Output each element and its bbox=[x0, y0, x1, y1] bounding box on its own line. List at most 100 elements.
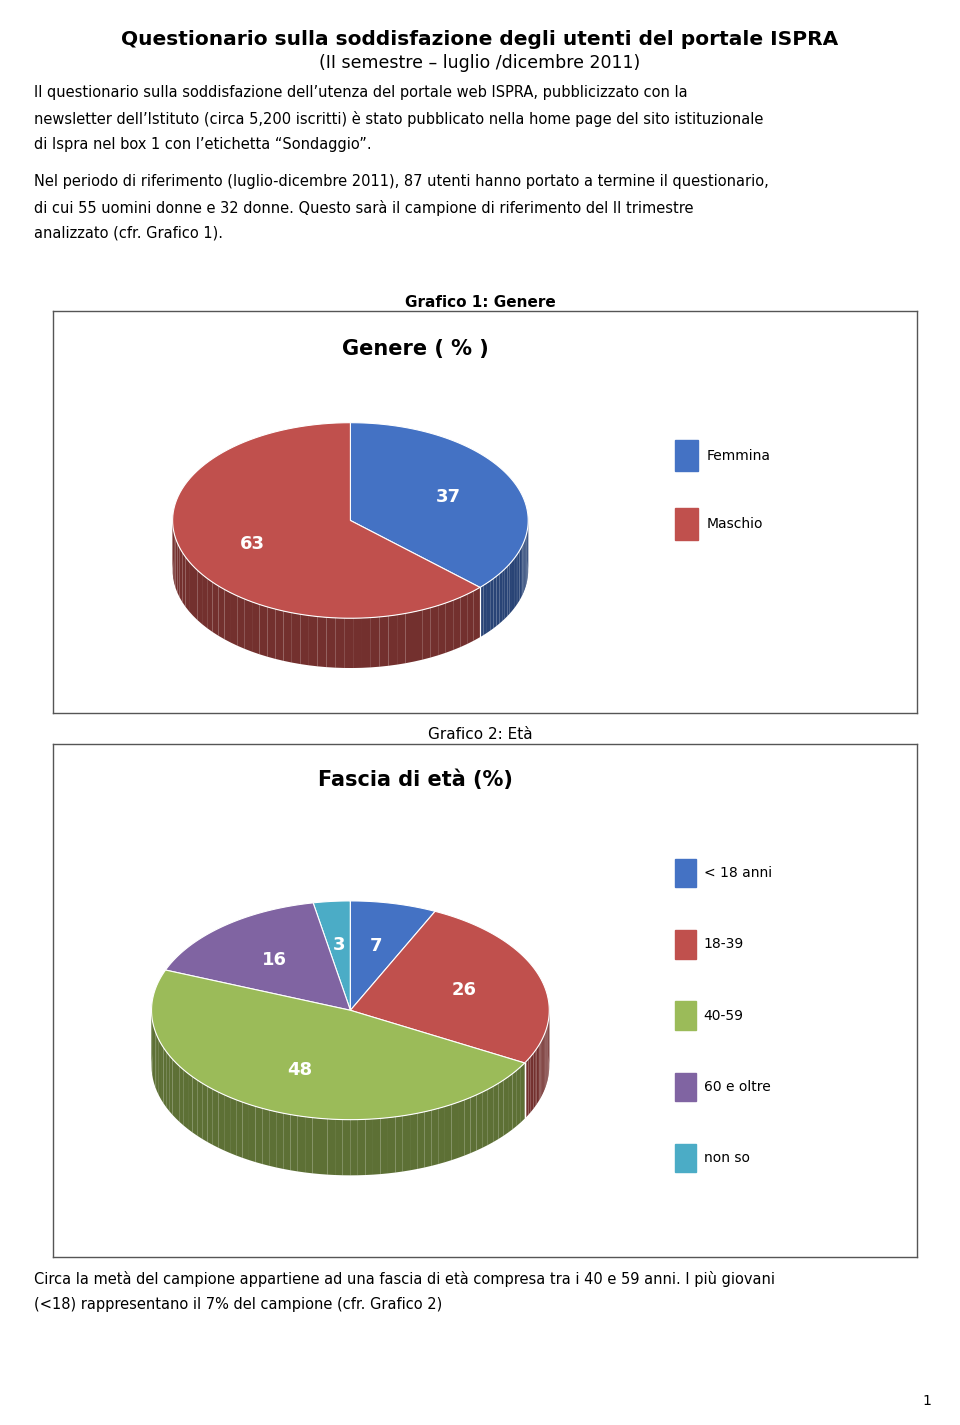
Polygon shape bbox=[189, 561, 193, 616]
Polygon shape bbox=[422, 608, 430, 660]
Polygon shape bbox=[350, 901, 435, 1010]
Polygon shape bbox=[203, 1083, 207, 1141]
Polygon shape bbox=[458, 1100, 465, 1159]
Polygon shape bbox=[245, 598, 252, 651]
Polygon shape bbox=[488, 1086, 493, 1146]
Polygon shape bbox=[283, 611, 292, 663]
Polygon shape bbox=[268, 607, 276, 658]
Polygon shape bbox=[345, 618, 353, 668]
Polygon shape bbox=[207, 1086, 213, 1144]
Text: Nel periodo di riferimento (luglio-dicembre 2011), 87 utenti hanno portato a ter: Nel periodo di riferimento (luglio-dicem… bbox=[34, 174, 768, 190]
Polygon shape bbox=[538, 1045, 540, 1102]
Polygon shape bbox=[484, 583, 487, 636]
Polygon shape bbox=[152, 970, 525, 1120]
Polygon shape bbox=[154, 1027, 156, 1087]
Polygon shape bbox=[276, 1112, 283, 1168]
Text: 26: 26 bbox=[451, 980, 476, 999]
Polygon shape bbox=[389, 614, 397, 665]
Polygon shape bbox=[326, 617, 335, 668]
Polygon shape bbox=[166, 1052, 169, 1112]
Polygon shape bbox=[224, 1094, 230, 1153]
Polygon shape bbox=[535, 1049, 537, 1106]
Polygon shape bbox=[527, 1059, 528, 1117]
Polygon shape bbox=[343, 1120, 350, 1176]
Polygon shape bbox=[182, 553, 185, 607]
Polygon shape bbox=[309, 616, 318, 667]
Polygon shape bbox=[202, 574, 207, 628]
Polygon shape bbox=[178, 543, 180, 597]
Polygon shape bbox=[487, 581, 491, 633]
Polygon shape bbox=[431, 1109, 438, 1166]
Polygon shape bbox=[530, 1054, 532, 1113]
Polygon shape bbox=[283, 1113, 291, 1170]
Polygon shape bbox=[493, 1083, 498, 1141]
Polygon shape bbox=[505, 566, 507, 618]
Polygon shape bbox=[480, 586, 484, 637]
Polygon shape bbox=[444, 1104, 451, 1163]
Polygon shape bbox=[498, 1080, 503, 1139]
Text: Genere ( % ): Genere ( % ) bbox=[343, 339, 489, 359]
Polygon shape bbox=[453, 597, 460, 650]
Polygon shape bbox=[169, 1056, 173, 1114]
Polygon shape bbox=[522, 542, 524, 594]
Text: Circa la metà del campione appartiene ad una fascia di età compresa tra i 40 e 5: Circa la metà del campione appartiene ad… bbox=[34, 1271, 775, 1287]
Text: non so: non so bbox=[704, 1151, 750, 1166]
Polygon shape bbox=[183, 1070, 188, 1129]
Polygon shape bbox=[380, 1117, 388, 1174]
Polygon shape bbox=[521, 1063, 525, 1123]
Text: (II semestre – luglio /dicembre 2011): (II semestre – luglio /dicembre 2011) bbox=[320, 54, 640, 73]
Polygon shape bbox=[197, 1080, 203, 1139]
Polygon shape bbox=[358, 1120, 366, 1176]
Polygon shape bbox=[499, 571, 502, 624]
Polygon shape bbox=[243, 1102, 249, 1160]
Text: 3: 3 bbox=[333, 936, 346, 953]
Polygon shape bbox=[460, 594, 468, 647]
Polygon shape bbox=[517, 550, 519, 603]
Polygon shape bbox=[161, 1043, 163, 1103]
Polygon shape bbox=[482, 1089, 488, 1149]
Polygon shape bbox=[476, 1092, 482, 1150]
Polygon shape bbox=[503, 1077, 508, 1136]
Polygon shape bbox=[451, 1103, 458, 1160]
Polygon shape bbox=[163, 1047, 166, 1107]
Polygon shape bbox=[335, 618, 345, 668]
Polygon shape bbox=[350, 912, 549, 1063]
Text: 7: 7 bbox=[371, 938, 383, 955]
Polygon shape bbox=[327, 1119, 335, 1176]
Text: Grafico 2: Età: Grafico 2: Età bbox=[428, 727, 532, 742]
Polygon shape bbox=[473, 587, 480, 641]
Text: 1: 1 bbox=[923, 1394, 931, 1408]
Polygon shape bbox=[180, 547, 182, 603]
Polygon shape bbox=[493, 576, 496, 628]
Polygon shape bbox=[373, 1119, 380, 1174]
Text: di cui 55 uomini donne e 32 donne. Questo sarà il campione di riferimento del II: di cui 55 uomini donne e 32 donne. Quest… bbox=[34, 200, 693, 215]
Text: Questionario sulla soddisfazione degli utenti del portale ISPRA: Questionario sulla soddisfazione degli u… bbox=[121, 30, 839, 48]
Text: Il questionario sulla soddisfazione dell’utenza del portale web ISPRA, pubbliciz: Il questionario sulla soddisfazione dell… bbox=[34, 86, 687, 101]
Polygon shape bbox=[185, 557, 189, 611]
Polygon shape bbox=[213, 1089, 218, 1147]
Text: analizzato (cfr. Grafico 1).: analizzato (cfr. Grafico 1). bbox=[34, 225, 223, 241]
Polygon shape bbox=[521, 544, 522, 597]
Polygon shape bbox=[542, 1036, 544, 1093]
Text: 37: 37 bbox=[436, 489, 461, 506]
Text: 60 e oltre: 60 e oltre bbox=[704, 1080, 771, 1094]
Polygon shape bbox=[519, 547, 521, 600]
Text: newsletter dell’Istituto (circa 5,200 iscritti) è stato pubblicato nella home pa: newsletter dell’Istituto (circa 5,200 is… bbox=[34, 111, 763, 127]
Polygon shape bbox=[193, 566, 198, 620]
Polygon shape bbox=[305, 1117, 313, 1173]
Polygon shape bbox=[496, 574, 499, 626]
Text: Grafico 1: Genere: Grafico 1: Genere bbox=[404, 295, 556, 311]
Polygon shape bbox=[188, 1073, 193, 1133]
Polygon shape bbox=[525, 1062, 527, 1119]
Polygon shape bbox=[470, 1094, 476, 1153]
Text: < 18 anni: < 18 anni bbox=[704, 866, 772, 881]
Polygon shape bbox=[156, 1036, 158, 1096]
Polygon shape bbox=[410, 1113, 418, 1170]
Polygon shape bbox=[176, 539, 178, 593]
Polygon shape bbox=[438, 603, 445, 656]
Polygon shape bbox=[174, 533, 176, 589]
Polygon shape bbox=[507, 564, 510, 616]
Polygon shape bbox=[207, 579, 212, 633]
Polygon shape bbox=[212, 583, 219, 636]
Polygon shape bbox=[225, 590, 231, 643]
